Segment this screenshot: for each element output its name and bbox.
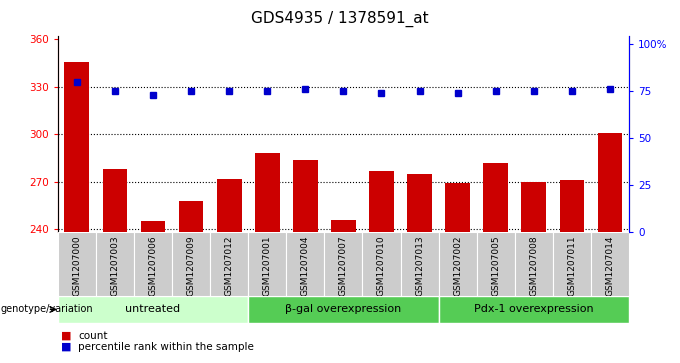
Bar [248, 296, 439, 323]
Text: percentile rank within the sample: percentile rank within the sample [78, 342, 254, 352]
Text: GSM1207010: GSM1207010 [377, 236, 386, 296]
Text: GSM1207007: GSM1207007 [339, 236, 348, 296]
Bar [483, 163, 508, 232]
Text: Pdx-1 overexpression: Pdx-1 overexpression [474, 305, 594, 314]
Bar [331, 220, 356, 232]
Bar [179, 201, 203, 232]
Text: GSM1207006: GSM1207006 [148, 236, 158, 296]
Text: β-gal overexpression: β-gal overexpression [286, 305, 401, 314]
Bar [598, 133, 622, 232]
Bar [286, 232, 324, 296]
Bar [362, 232, 401, 296]
Bar [522, 182, 546, 232]
Text: GSM1207002: GSM1207002 [453, 236, 462, 296]
Bar [141, 221, 165, 232]
Bar [515, 232, 553, 296]
Text: ■: ■ [61, 342, 71, 352]
Bar [217, 179, 241, 232]
Text: GSM1207013: GSM1207013 [415, 236, 424, 296]
Text: GSM1207009: GSM1207009 [186, 236, 196, 296]
Bar [134, 232, 172, 296]
Text: GSM1207011: GSM1207011 [567, 236, 577, 296]
Bar [65, 62, 89, 232]
Text: GSM1207012: GSM1207012 [224, 236, 234, 296]
Bar [439, 232, 477, 296]
Bar [553, 232, 591, 296]
Text: count: count [78, 331, 107, 341]
Bar [439, 296, 629, 323]
Bar [477, 232, 515, 296]
Bar [369, 171, 394, 232]
Bar [560, 180, 584, 232]
Text: GSM1207000: GSM1207000 [72, 236, 82, 296]
Text: GSM1207014: GSM1207014 [605, 236, 615, 296]
Bar [293, 160, 318, 232]
Bar [401, 232, 439, 296]
Bar [58, 296, 248, 323]
Bar [407, 174, 432, 232]
Bar [445, 183, 470, 232]
Text: genotype/variation: genotype/variation [1, 305, 93, 314]
Text: GSM1207004: GSM1207004 [301, 236, 310, 296]
Text: GSM1207008: GSM1207008 [529, 236, 539, 296]
Bar [210, 232, 248, 296]
Text: GSM1207003: GSM1207003 [110, 236, 120, 296]
Bar [248, 232, 286, 296]
Bar [103, 169, 127, 232]
Bar [591, 232, 629, 296]
Text: untreated: untreated [125, 305, 181, 314]
Text: GSM1207001: GSM1207001 [262, 236, 272, 296]
Bar [58, 232, 96, 296]
Bar [96, 232, 134, 296]
Text: GDS4935 / 1378591_at: GDS4935 / 1378591_at [251, 11, 429, 27]
Bar [172, 232, 210, 296]
Text: GSM1207005: GSM1207005 [491, 236, 500, 296]
Bar [255, 153, 279, 232]
Text: ■: ■ [61, 331, 71, 341]
Bar [324, 232, 362, 296]
